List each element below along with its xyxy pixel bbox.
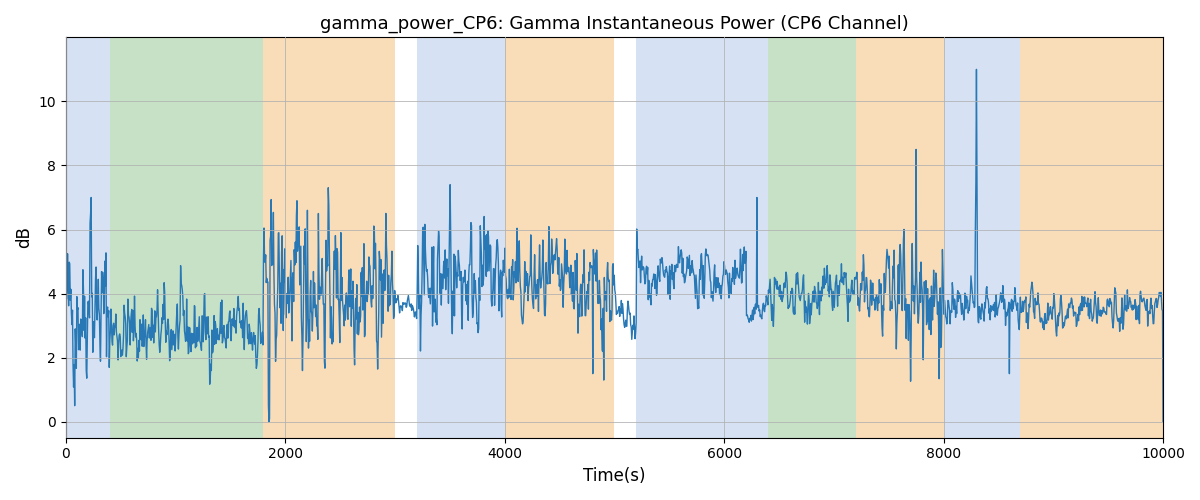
Bar: [416, 38, 505, 438]
Bar: [505, 38, 614, 438]
Y-axis label: dB: dB: [16, 226, 34, 248]
X-axis label: Time(s): Time(s): [583, 467, 646, 485]
Bar: [943, 38, 1020, 438]
Bar: [66, 38, 109, 438]
Bar: [768, 38, 856, 438]
Bar: [889, 38, 943, 438]
Bar: [746, 38, 768, 438]
Bar: [856, 38, 889, 438]
Bar: [109, 38, 263, 438]
Bar: [263, 38, 395, 438]
Title: gamma_power_CP6: Gamma Instantaneous Power (CP6 Channel): gamma_power_CP6: Gamma Instantaneous Pow…: [320, 15, 908, 34]
Bar: [1020, 38, 1163, 438]
Bar: [636, 38, 746, 438]
